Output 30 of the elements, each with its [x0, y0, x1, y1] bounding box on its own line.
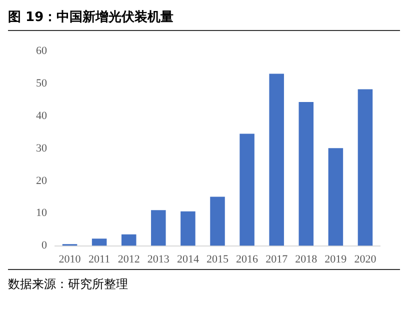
y-tick-label: 30 — [36, 142, 48, 154]
bar — [240, 134, 254, 246]
bar — [151, 210, 166, 246]
x-tick-label: 2013 — [147, 253, 170, 266]
y-tick-label: 50 — [36, 77, 48, 90]
y-tick-label: 40 — [36, 110, 48, 122]
x-tick-label: 2011 — [88, 253, 110, 266]
source-note: 数据来源：研究所整理 — [8, 276, 129, 293]
x-tick-label: 2012 — [118, 253, 140, 266]
x-tick-label: 2014 — [176, 253, 200, 266]
x-tick-label: 2017 — [266, 253, 288, 266]
bar — [358, 89, 373, 246]
bar — [328, 148, 344, 246]
bar — [210, 196, 225, 246]
x-tick-label: 2019 — [324, 253, 348, 266]
y-tick-label: 10 — [36, 207, 48, 220]
chart-title: 图 19：中国新增光伏装机量 — [8, 8, 400, 31]
y-tick-label: 20 — [36, 174, 48, 187]
x-tick-label: 2016 — [236, 253, 259, 266]
x-tick-label: 2010 — [58, 253, 82, 266]
y-tick-label: 0 — [42, 240, 48, 252]
bar — [121, 234, 136, 246]
x-tick-label: 2020 — [354, 253, 377, 266]
bar — [269, 74, 284, 246]
x-tick-label: 2018 — [295, 253, 318, 266]
x-tick-label: 2015 — [206, 253, 229, 266]
bar — [92, 238, 107, 246]
bar — [298, 102, 314, 246]
bar — [180, 211, 196, 246]
y-tick-label: 60 — [36, 44, 48, 57]
